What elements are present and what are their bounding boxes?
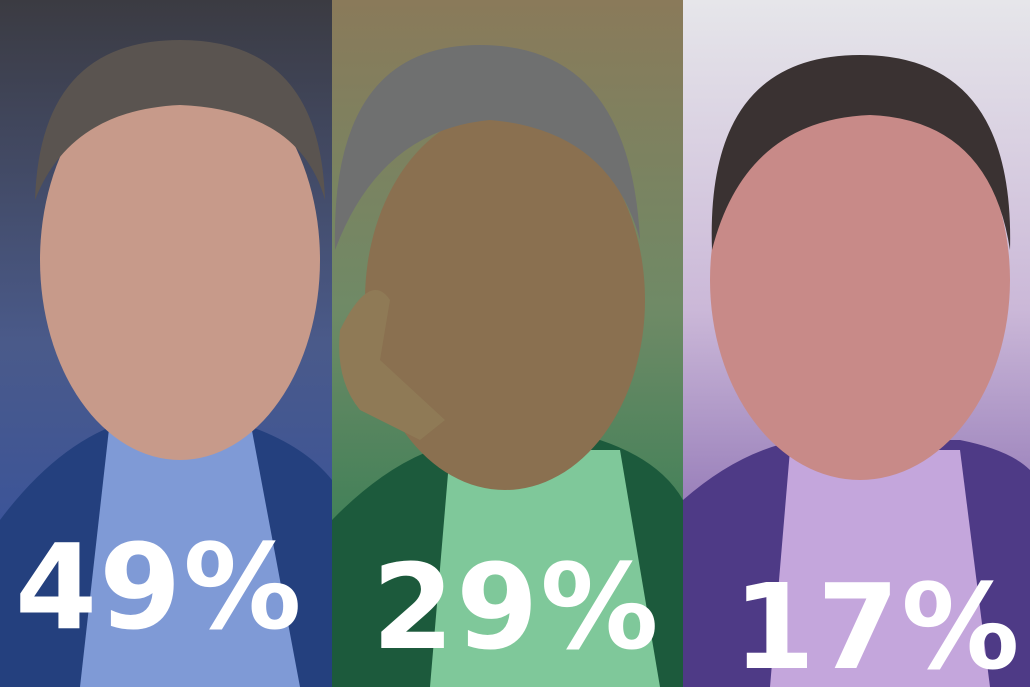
panel: 29% [332, 0, 683, 687]
hair [711, 55, 1011, 250]
shirt [80, 420, 300, 687]
shirt [770, 450, 990, 687]
hair [334, 45, 640, 250]
face [710, 80, 1010, 480]
percentage: 49% [15, 518, 303, 656]
face [365, 110, 645, 490]
hair [35, 40, 325, 200]
face [40, 60, 320, 460]
percentage: 17% [733, 558, 1021, 687]
panel: 17% [683, 0, 1030, 687]
panel: 49% [0, 0, 332, 687]
hand [339, 290, 445, 440]
percentage: 29% [372, 538, 660, 676]
shirt [430, 450, 660, 687]
